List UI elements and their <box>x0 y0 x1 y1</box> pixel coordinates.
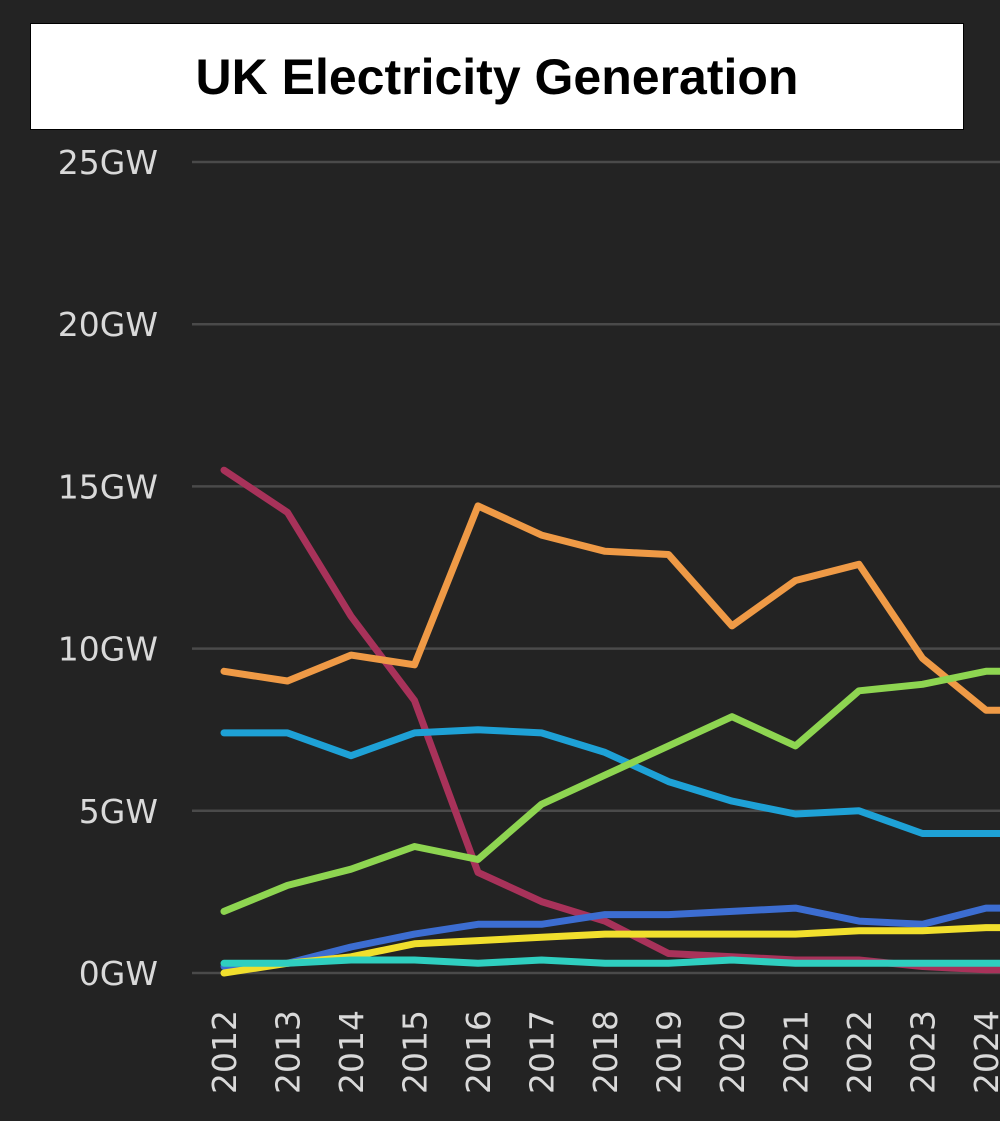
y-tick-label: 10GW <box>58 630 158 669</box>
y-tick-label: 15GW <box>58 467 158 506</box>
y-tick-label: 25GW <box>58 143 158 182</box>
x-tick-label: 2023 <box>904 1010 943 1094</box>
series-line-2 <box>220 502 1000 714</box>
x-tick-label: 2012 <box>205 1010 244 1094</box>
x-tick-label: 2017 <box>523 1010 562 1094</box>
series-line-4 <box>220 667 1000 915</box>
x-tick-label: 2016 <box>459 1010 498 1094</box>
gridlines <box>192 160 1000 975</box>
series-line-5 <box>220 904 1000 970</box>
y-tick-label: 0GW <box>79 954 158 993</box>
x-tick-label: 2022 <box>840 1010 879 1094</box>
y-tick-label: 5GW <box>79 792 158 831</box>
x-axis-tick-labels: 2012 2013 2014 2015 2016 2017 2018 2019 2020 2021… <box>205 1010 1000 1094</box>
x-tick-label: 2014 <box>332 1010 371 1094</box>
series-line-3 <box>220 726 1000 837</box>
x-tick-label: 2013 <box>269 1010 308 1094</box>
x-tick-label: 2015 <box>396 1010 435 1094</box>
series-line-1 <box>220 466 1000 974</box>
x-tick-label: 2020 <box>713 1010 752 1094</box>
y-axis-tick-labels: 0GW 5GW 10GW 15GW 20GW 25GW <box>58 143 158 993</box>
x-tick-label: 2018 <box>586 1010 625 1094</box>
chart-title: UK Electricity Generation <box>195 48 799 105</box>
x-tick-label: 2024 <box>967 1010 1000 1094</box>
series-line-7 <box>220 956 1000 967</box>
series-line-6 <box>220 924 1000 977</box>
y-tick-label: 20GW <box>58 305 158 344</box>
series-lines <box>220 466 1000 977</box>
x-tick-label: 2021 <box>777 1010 816 1094</box>
x-tick-label: 2019 <box>650 1010 689 1094</box>
chart-title-box: UK Electricity Generation <box>30 23 964 130</box>
